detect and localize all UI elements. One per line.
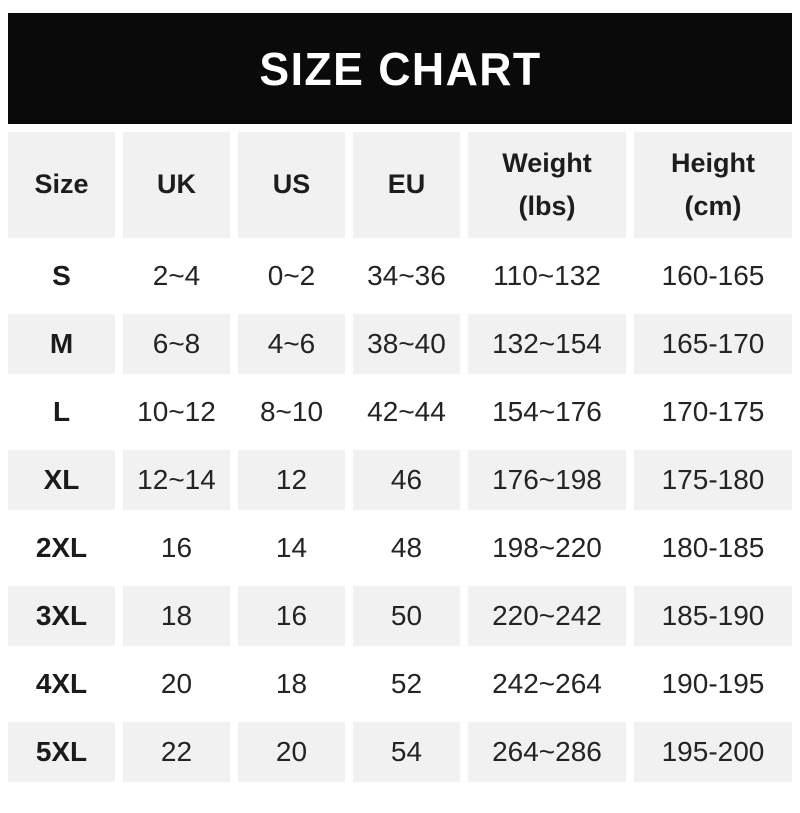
height-cell: 170-175 bbox=[634, 382, 792, 442]
uk-cell: 18 bbox=[123, 586, 230, 646]
height-cell: 180-185 bbox=[634, 518, 792, 578]
column-header-label: Height bbox=[671, 147, 755, 178]
table-row-4xl: 4XL 20 18 52 242~264 190-195 bbox=[8, 654, 792, 714]
us-cell: 20 bbox=[238, 722, 345, 782]
eu-cell: 48 bbox=[353, 518, 460, 578]
weight-cell: 242~264 bbox=[468, 654, 626, 714]
weight-cell: 110~132 bbox=[468, 246, 626, 306]
uk-cell: 12~14 bbox=[123, 450, 230, 510]
uk-cell: 16 bbox=[123, 518, 230, 578]
uk-cell: 22 bbox=[123, 722, 230, 782]
size-cell: 2XL bbox=[8, 518, 115, 578]
size-chart-banner: SIZE CHART bbox=[8, 13, 792, 124]
table-row-m: M 6~8 4~6 38~40 132~154 165-170 bbox=[8, 314, 792, 374]
weight-cell: 132~154 bbox=[468, 314, 626, 374]
weight-cell: 220~242 bbox=[468, 586, 626, 646]
us-cell: 8~10 bbox=[238, 382, 345, 442]
eu-cell: 52 bbox=[353, 654, 460, 714]
column-header-weight: Weight (lbs) bbox=[468, 132, 626, 238]
size-cell: S bbox=[8, 246, 115, 306]
us-cell: 4~6 bbox=[238, 314, 345, 374]
column-header-size: Size bbox=[8, 132, 115, 238]
table-row-3xl: 3XL 18 16 50 220~242 185-190 bbox=[8, 586, 792, 646]
size-cell: M bbox=[8, 314, 115, 374]
column-header-eu: EU bbox=[353, 132, 460, 238]
table-row-s: S 2~4 0~2 34~36 110~132 160-165 bbox=[8, 246, 792, 306]
size-chart-table: Size UK US EU Weight (lbs) Height (cm) S… bbox=[0, 124, 800, 790]
column-header-unit: (cm) bbox=[684, 191, 742, 221]
column-header-label: EU bbox=[387, 169, 426, 200]
column-header-label: Size bbox=[34, 169, 89, 200]
eu-cell: 38~40 bbox=[353, 314, 460, 374]
uk-cell: 2~4 bbox=[123, 246, 230, 306]
eu-cell: 34~36 bbox=[353, 246, 460, 306]
table-row-l: L 10~12 8~10 42~44 154~176 170-175 bbox=[8, 382, 792, 442]
column-header-label: US bbox=[272, 169, 311, 200]
table-body: S 2~4 0~2 34~36 110~132 160-165 M 6~8 4~… bbox=[8, 246, 792, 782]
table-row-xl: XL 12~14 12 46 176~198 175-180 bbox=[8, 450, 792, 510]
size-cell: 4XL bbox=[8, 654, 115, 714]
height-cell: 195-200 bbox=[634, 722, 792, 782]
table-row-5xl: 5XL 22 20 54 264~286 195-200 bbox=[8, 722, 792, 782]
weight-cell: 154~176 bbox=[468, 382, 626, 442]
eu-cell: 42~44 bbox=[353, 382, 460, 442]
weight-cell: 198~220 bbox=[468, 518, 626, 578]
us-cell: 14 bbox=[238, 518, 345, 578]
weight-cell: 264~286 bbox=[468, 722, 626, 782]
us-cell: 18 bbox=[238, 654, 345, 714]
eu-cell: 54 bbox=[353, 722, 460, 782]
column-header-unit: (lbs) bbox=[518, 191, 576, 221]
uk-cell: 10~12 bbox=[123, 382, 230, 442]
us-cell: 12 bbox=[238, 450, 345, 510]
column-header-height: Height (cm) bbox=[634, 132, 792, 238]
height-cell: 175-180 bbox=[634, 450, 792, 510]
height-cell: 190-195 bbox=[634, 654, 792, 714]
size-cell: 5XL bbox=[8, 722, 115, 782]
us-cell: 16 bbox=[238, 586, 345, 646]
table-header: Size UK US EU Weight (lbs) Height (cm) bbox=[8, 132, 792, 238]
size-cell: L bbox=[8, 382, 115, 442]
eu-cell: 46 bbox=[353, 450, 460, 510]
column-header-label: UK bbox=[157, 169, 196, 200]
us-cell: 0~2 bbox=[238, 246, 345, 306]
uk-cell: 6~8 bbox=[123, 314, 230, 374]
eu-cell: 50 bbox=[353, 586, 460, 646]
column-header-uk: UK bbox=[123, 132, 230, 238]
size-cell: 3XL bbox=[8, 586, 115, 646]
height-cell: 185-190 bbox=[634, 586, 792, 646]
weight-cell: 176~198 bbox=[468, 450, 626, 510]
height-cell: 165-170 bbox=[634, 314, 792, 374]
column-header-label: Weight bbox=[502, 147, 592, 178]
column-header-us: US bbox=[238, 132, 345, 238]
size-cell: XL bbox=[8, 450, 115, 510]
uk-cell: 20 bbox=[123, 654, 230, 714]
page-title: SIZE CHART bbox=[258, 42, 542, 95]
header-row: Size UK US EU Weight (lbs) Height (cm) bbox=[8, 132, 792, 238]
table-row-2xl: 2XL 16 14 48 198~220 180-185 bbox=[8, 518, 792, 578]
height-cell: 160-165 bbox=[634, 246, 792, 306]
